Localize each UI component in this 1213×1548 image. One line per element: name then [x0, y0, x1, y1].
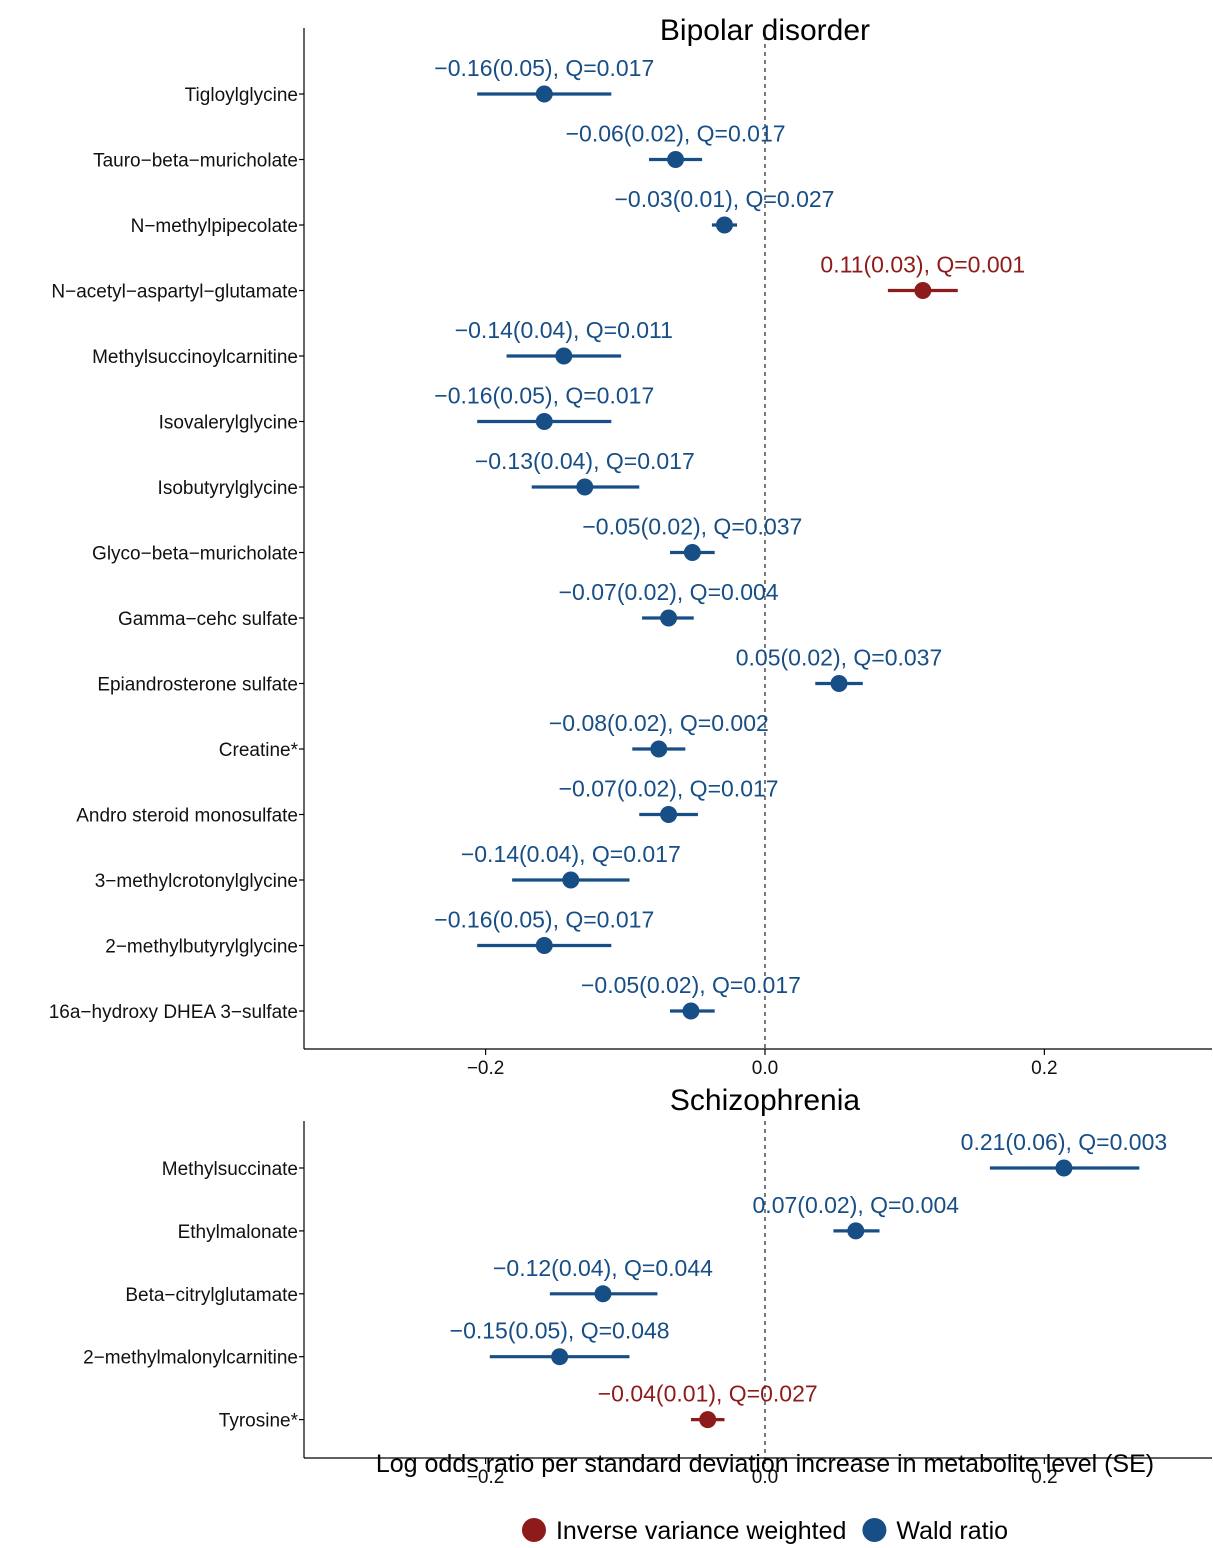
row-isobutyrylglycine: Isobutyrylglycine −0.13(0.04), Q=0.017: [158, 448, 695, 499]
category-label: Methylsuccinate: [162, 1159, 298, 1180]
category-label: 16a−hydroxy DHEA 3−sulfate: [49, 1002, 298, 1023]
row-2-methylmalonylcarnitine: 2−methylmalonylcarnitine −0.15(0.05), Q=0…: [83, 1318, 670, 1369]
category-label: Methylsuccinoylcarnitine: [92, 347, 298, 368]
category-label: Tyrosine*: [219, 1411, 299, 1432]
category-label: Glyco−beta−muricholate: [92, 544, 298, 565]
estimate-annotation: −0.07(0.02), Q=0.017: [559, 776, 779, 802]
category-label: Creatine*: [219, 740, 299, 761]
x-tick-label: 0.2: [1031, 1467, 1057, 1488]
point-estimate: [1055, 1159, 1073, 1177]
row-isovalerylglycine: Isovalerylglycine −0.16(0.05), Q=0.017: [159, 383, 655, 434]
estimate-annotation: −0.07(0.02), Q=0.004: [559, 579, 779, 605]
row-glyco-beta-muricholate: Glyco−beta−muricholate −0.05(0.02), Q=0.0…: [92, 514, 802, 565]
row-epiandrosterone-sulfate: Epiandrosterone sulfate 0.05(0.02), Q=0.0…: [97, 645, 942, 696]
row-gamma-cehc-sulfate: Gamma−cehc sulfate −0.07(0.02), Q=0.004: [118, 579, 779, 630]
estimate-annotation: −0.03(0.01), Q=0.027: [615, 186, 835, 212]
point-estimate: [535, 85, 553, 103]
point-estimate: [650, 740, 668, 758]
legend-item-inverse-variance-weighted: Inverse variance weighted: [521, 1517, 846, 1545]
point-estimate: [594, 1285, 612, 1303]
category-label: Ethylmalonate: [178, 1222, 298, 1243]
estimate-annotation: −0.06(0.02), Q=0.017: [566, 121, 786, 147]
row-methylsuccinate: Methylsuccinate 0.21(0.06), Q=0.003: [162, 1129, 1167, 1180]
row-2-methylbutyrylglycine: 2−methylbutyrylglycine −0.16(0.05), Q=0.0…: [105, 907, 654, 958]
estimate-annotation: 0.07(0.02), Q=0.004: [753, 1192, 960, 1218]
category-label: N−acetyl−aspartyl−glutamate: [51, 282, 298, 303]
category-label: Tauro−beta−muricholate: [93, 151, 298, 172]
point-estimate: [562, 871, 580, 889]
point-estimate: [683, 544, 701, 561]
estimate-annotation: −0.16(0.05), Q=0.017: [434, 383, 654, 409]
estimate-annotation: −0.13(0.04), Q=0.017: [475, 448, 695, 474]
point-estimate: [535, 937, 553, 954]
row-creatine: Creatine* −0.08(0.02), Q=0.002: [219, 710, 769, 761]
point-estimate: [576, 478, 594, 496]
category-label: Epiandrosterone sulfate: [97, 675, 298, 696]
row-ethylmalonate: Ethylmalonate 0.07(0.02), Q=0.004: [178, 1192, 960, 1243]
x-axis-label: Log odds ratio per standard deviation in…: [376, 1450, 1154, 1478]
point-estimate: [715, 216, 733, 234]
estimate-annotation: 0.21(0.06), Q=0.003: [961, 1129, 1168, 1155]
row-n-methylpipecolate: N−methylpipecolate −0.03(0.01), Q=0.027: [131, 186, 835, 237]
legend-swatch: [862, 1518, 887, 1542]
point-estimate: [660, 609, 678, 627]
estimate-annotation: 0.11(0.03), Q=0.001: [820, 252, 1025, 278]
row-n-acetyl-aspartyl-glutamate: N−acetyl−aspartyl−glutamate 0.11(0.03), Q…: [51, 252, 1025, 303]
estimate-annotation: −0.12(0.04), Q=0.044: [493, 1255, 713, 1281]
row-tigloylglycine: Tigloylglycine −0.16(0.05), Q=0.017: [185, 55, 655, 106]
estimate-annotation: −0.14(0.04), Q=0.011: [455, 317, 673, 343]
category-label: Isovalerylglycine: [159, 413, 298, 434]
category-label: Beta−citrylglutamate: [125, 1285, 298, 1306]
estimate-annotation: −0.15(0.05), Q=0.048: [450, 1318, 670, 1344]
panel-bipolar-disorder: Bipolar disorder−0.2 0.0 0.2Tigloylglycine…: [49, 14, 1212, 1079]
point-estimate: [535, 413, 553, 430]
legend: Inverse variance weighted Wald ratio: [521, 1517, 1008, 1545]
estimate-annotation: 0.05(0.02), Q=0.037: [736, 645, 943, 671]
panel-title: Schizophrenia: [670, 1084, 860, 1117]
legend-swatch: [521, 1518, 546, 1542]
category-label: N−methylpipecolate: [131, 216, 298, 237]
point-estimate: [551, 1348, 569, 1366]
estimate-annotation: −0.14(0.04), Q=0.017: [461, 841, 681, 867]
estimate-annotation: −0.04(0.01), Q=0.027: [598, 1381, 818, 1407]
estimate-annotation: −0.16(0.05), Q=0.017: [434, 55, 654, 81]
estimate-annotation: −0.08(0.02), Q=0.002: [549, 710, 769, 736]
category-label: 2−methylbutyrylglycine: [105, 937, 298, 958]
panel-schizophrenia: Schizophrenia −0.2 0.0 0.2 Methylsuccinate 0.…: [83, 1084, 1212, 1488]
point-estimate: [830, 675, 848, 692]
row-beta-citrylglutamate: Beta−citrylglutamate −0.12(0.04), Q=0.044: [125, 1255, 713, 1306]
estimate-annotation: −0.16(0.05), Q=0.017: [434, 907, 654, 933]
row-methylsuccinoylcarnitine: Methylsuccinoylcarnitine −0.14(0.04), Q=0…: [92, 317, 673, 368]
row-tyrosine: Tyrosine* −0.04(0.01), Q=0.027: [219, 1381, 818, 1432]
category-label: Isobutyrylglycine: [158, 478, 298, 499]
point-estimate: [847, 1222, 865, 1240]
category-label: 3−methylcrotonylglycine: [95, 871, 298, 892]
estimate-annotation: −0.05(0.02), Q=0.017: [581, 972, 801, 998]
category-label: Gamma−cehc sulfate: [118, 609, 298, 630]
legend-label: Wald ratio: [896, 1517, 1008, 1545]
estimate-annotation: −0.05(0.02), Q=0.037: [582, 514, 802, 540]
point-estimate: [914, 282, 932, 299]
x-tick-label: −0.2: [467, 1467, 505, 1488]
category-label: 2−methylmalonylcarnitine: [83, 1348, 298, 1369]
row-tauro-beta-muricholate: Tauro−beta−muricholate −0.06(0.02), Q=0.0…: [93, 121, 785, 172]
row-16a-hydroxy-dhea-3-sulfate: 16a−hydroxy DHEA 3−sulfate −0.05(0.02), Q…: [49, 972, 801, 1023]
category-label: Tigloylglycine: [185, 85, 298, 106]
legend-label: Inverse variance weighted: [556, 1517, 846, 1545]
x-tick-label: 0.0: [752, 1467, 778, 1488]
x-tick-label: 0.0: [752, 1058, 778, 1079]
row-3-methylcrotonylglycine: 3−methylcrotonylglycine −0.14(0.04), Q=0.…: [95, 841, 681, 892]
x-tick-label: 0.2: [1031, 1058, 1057, 1079]
category-label: Andro steroid monosulfate: [76, 806, 298, 827]
x-tick-label: −0.2: [467, 1058, 505, 1079]
point-estimate: [699, 1411, 717, 1429]
legend-item-wald-ratio: Wald ratio: [862, 1517, 1008, 1545]
point-estimate: [667, 151, 685, 168]
point-estimate: [555, 347, 573, 365]
point-estimate: [660, 806, 678, 823]
row-andro-steroid-monosulfate: Andro steroid monosulfate −0.07(0.02), Q=…: [76, 776, 778, 827]
point-estimate: [682, 1002, 700, 1020]
